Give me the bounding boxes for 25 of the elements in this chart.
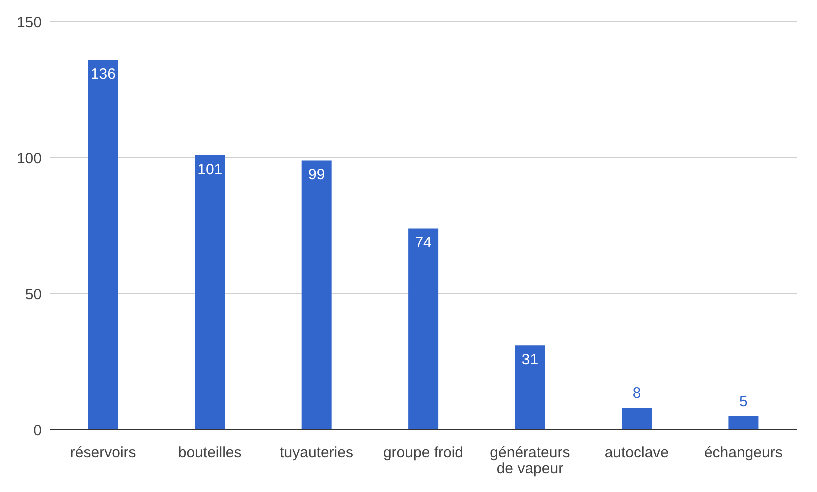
x-tick-label: bouteilles <box>178 444 242 462</box>
bar <box>515 346 546 430</box>
bar <box>88 60 118 430</box>
y-tick-label: 0 <box>34 422 42 440</box>
data-label: 8 <box>632 385 642 402</box>
data-label: 99 <box>308 166 326 184</box>
x-tick-label: groupe froid <box>383 444 464 462</box>
x-tick-label: générateurs de vapeur <box>490 444 570 478</box>
data-label: 136 <box>90 66 116 84</box>
x-tick-label: échangeurs <box>704 444 783 462</box>
data-label: 74 <box>415 234 432 252</box>
bar <box>302 160 332 430</box>
data-label: 101 <box>198 161 223 178</box>
y-tick-label: 100 <box>16 150 42 168</box>
x-tick-label: réservoirs <box>70 444 136 462</box>
x-tick-label: autoclave <box>604 444 670 462</box>
data-label: 5 <box>740 393 748 410</box>
y-tick-label: 150 <box>16 14 42 32</box>
bar <box>195 155 226 430</box>
bar <box>728 416 759 430</box>
x-tick-label: tuyauteries <box>280 444 354 462</box>
bar <box>408 228 439 430</box>
bar <box>622 408 652 430</box>
data-label: 31 <box>522 352 539 369</box>
y-tick-label: 50 <box>25 286 42 304</box>
